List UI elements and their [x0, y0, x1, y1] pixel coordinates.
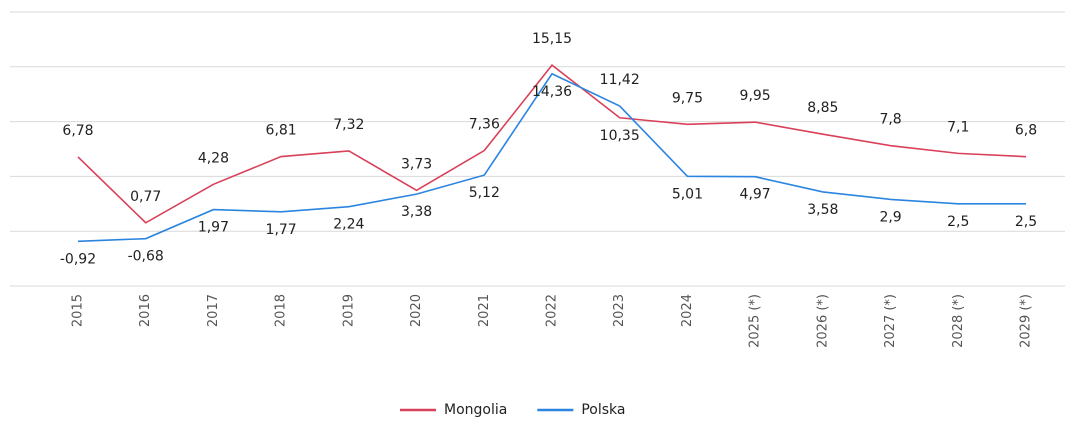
- x-tick-label: 2021: [477, 294, 492, 327]
- legend-label: Mongolia: [444, 402, 507, 418]
- data-label: 7,8: [879, 112, 901, 128]
- x-tick-label: 2029 (*): [1019, 294, 1034, 348]
- legend-label: Polska: [581, 402, 625, 418]
- data-label: 0,77: [130, 189, 161, 205]
- data-label: 2,5: [1015, 214, 1037, 230]
- data-label: 2,5: [947, 214, 969, 230]
- data-label: 7,32: [333, 117, 364, 133]
- data-label: 1,97: [198, 220, 229, 236]
- data-label: 5,12: [469, 185, 500, 201]
- data-label: 9,95: [740, 88, 771, 104]
- data-label: 3,58: [807, 202, 838, 218]
- x-tick-label: 2017: [206, 294, 221, 327]
- x-tick-label: 2024: [680, 294, 695, 327]
- data-label: 8,85: [807, 100, 838, 116]
- x-tick-label: 2020: [409, 294, 424, 327]
- data-label: 1,77: [266, 222, 297, 238]
- data-label: 11,42: [600, 72, 640, 88]
- data-label: 6,81: [266, 123, 297, 139]
- data-label: 4,97: [740, 187, 771, 203]
- x-tick-label: 2016: [138, 294, 153, 327]
- data-label: 6,8: [1015, 123, 1037, 139]
- data-label: 6,78: [62, 123, 93, 139]
- data-label: -0,92: [60, 251, 96, 267]
- x-tick-label: 2022: [545, 294, 560, 327]
- data-label: 14,36: [532, 84, 572, 100]
- series-line: [77, 72, 1026, 243]
- x-tick-label: 2018: [274, 294, 289, 327]
- data-label: 9,75: [672, 90, 703, 106]
- x-tick-label: 2023: [612, 294, 627, 327]
- data-label: 2,9: [879, 209, 901, 225]
- data-label: 2,24: [333, 217, 364, 233]
- x-tick-label: 2027 (*): [883, 294, 898, 348]
- data-label: 5,01: [672, 186, 703, 202]
- data-label: 3,73: [401, 156, 432, 172]
- data-label: 3,38: [401, 204, 432, 220]
- x-tick-label: 2028 (*): [951, 294, 966, 348]
- data-label: 7,1: [947, 119, 969, 135]
- x-tick-label: 2019: [341, 294, 356, 327]
- x-tick-label: 2025 (*): [748, 294, 763, 348]
- data-label: 10,35: [600, 128, 640, 144]
- x-tick-label: 2015: [71, 294, 86, 327]
- data-label: 4,28: [198, 150, 229, 166]
- x-tick-label: 2026 (*): [815, 294, 830, 348]
- data-label: -0,68: [128, 249, 164, 265]
- data-label: 7,36: [469, 117, 500, 133]
- data-label: 15,15: [532, 31, 572, 47]
- series-line: [77, 64, 1027, 224]
